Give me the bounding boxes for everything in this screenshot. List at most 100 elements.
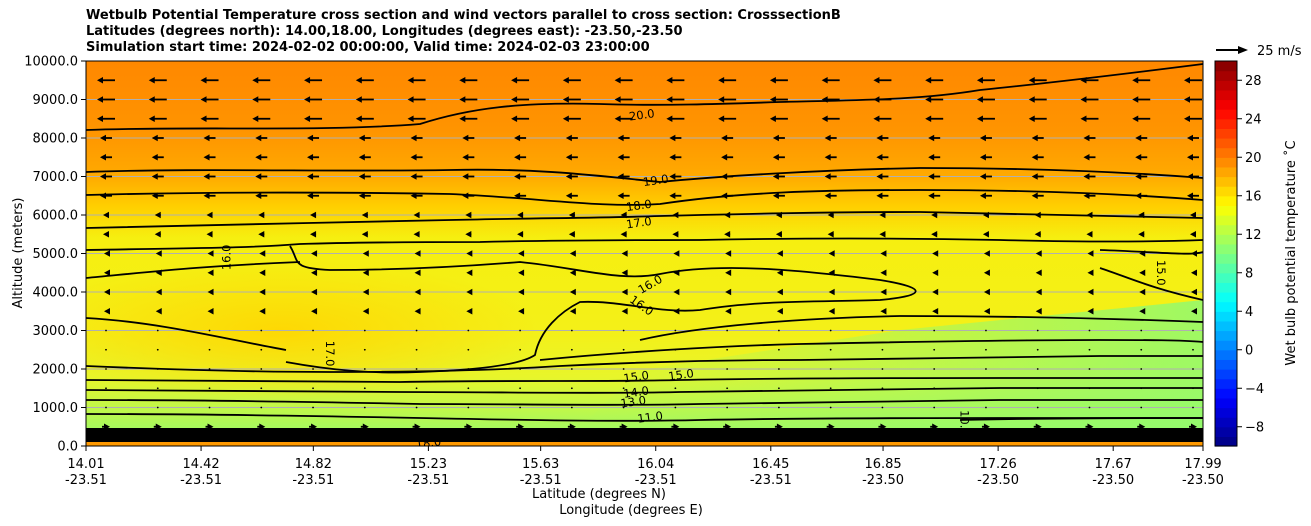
wind-vector — [674, 368, 677, 370]
contour-label: 16.0 — [219, 245, 233, 271]
wind-vector — [829, 348, 832, 351]
colorbar-segment — [1215, 417, 1237, 428]
wind-vector-head — [666, 115, 673, 122]
wind-vector-head — [568, 231, 575, 238]
wind-vector-head — [672, 231, 679, 238]
wind-vector-head — [1028, 96, 1035, 103]
wind-vector — [570, 329, 573, 332]
wind-vector-head — [614, 77, 621, 84]
wind-vector — [467, 406, 470, 409]
wind-vector-head — [769, 96, 776, 103]
wind-vector — [1192, 329, 1194, 332]
wind-vector-head — [361, 211, 368, 219]
wind-vector-head — [772, 173, 779, 180]
contour-lines — [86, 63, 1203, 422]
wind-vector — [208, 368, 211, 370]
wind-vector — [1036, 387, 1039, 390]
wind-vector-head — [876, 154, 883, 161]
wind-vector — [726, 348, 729, 351]
wind-vector-head — [459, 77, 466, 84]
contour-19 — [86, 167, 1203, 183]
wind-vector-head — [304, 96, 311, 103]
wind-vector-head — [252, 115, 259, 122]
wind-vector-head — [517, 211, 524, 219]
wind-vector-head — [466, 269, 473, 276]
wind-vector-head — [518, 288, 525, 296]
wind-vector-head — [203, 192, 210, 199]
chart-title-line-3: Simulation start time: 2024-02-02 00:00:… — [86, 40, 650, 55]
y-axis-label: Altitude (meters) — [11, 198, 26, 309]
wind-vector-head — [1139, 269, 1146, 276]
wind-vector-head — [983, 250, 990, 257]
wind-vector-head — [1191, 250, 1197, 257]
wind-vector — [467, 329, 470, 332]
x-tick-label-lat: 16.85 — [864, 457, 901, 472]
wind-vector-head — [562, 96, 569, 103]
wind-vector — [105, 387, 107, 390]
wind-vector — [1140, 368, 1143, 370]
wind-vector — [985, 387, 987, 390]
wind-vector — [622, 387, 625, 390]
wind-vector-head — [459, 96, 466, 103]
wind-vector-head — [1132, 115, 1139, 122]
wind-vector — [674, 387, 677, 390]
wind-vector-head — [721, 192, 728, 199]
x-tick-label-lon: -23.51 — [407, 473, 449, 488]
contour-label: 19.0 — [642, 172, 669, 189]
wind-vector-head — [1028, 77, 1035, 84]
wind-vector-head — [876, 173, 883, 180]
wind-vector — [622, 406, 625, 409]
x-tick-label-lat: 15.23 — [410, 457, 447, 472]
wind-vector-head — [203, 173, 210, 180]
wind-vector-head — [725, 308, 732, 315]
colorbar-tick-label: 24 — [1245, 112, 1262, 127]
contour-16-upper-left — [86, 261, 301, 279]
wind-vector-head — [100, 192, 106, 199]
wind-vector — [156, 329, 159, 332]
wind-vector-head — [1132, 77, 1139, 84]
wind-vector-head — [1035, 308, 1042, 315]
wind-vector — [260, 406, 263, 409]
wind-vector-head — [206, 211, 213, 219]
colorbar-tick-label: 12 — [1245, 228, 1262, 243]
wind-vector — [570, 387, 573, 390]
wind-vector-head — [772, 154, 779, 161]
wind-vector-head — [97, 115, 103, 122]
y-tick-label: 3000.0 — [33, 324, 79, 339]
wind-vector-head — [154, 231, 161, 238]
wind-vector-head — [1187, 173, 1193, 180]
contour-17 — [86, 211, 1203, 229]
colorbar-segment — [1215, 224, 1237, 235]
contour-labels: 20.019.018.017.016.016.016.015.017.015.0… — [219, 106, 1168, 446]
wind-vector — [985, 406, 987, 409]
wind-vector-head — [928, 192, 935, 199]
wind-vector-head — [362, 308, 369, 315]
x-tick-label-lon: -23.50 — [1092, 473, 1134, 488]
x-tick-label-lat: 17.26 — [980, 457, 1017, 472]
colorbar-segment — [1215, 330, 1237, 341]
wind-vector-head — [928, 134, 935, 142]
colorbar-tick-label: 4 — [1245, 305, 1253, 320]
wind-vector-head — [824, 192, 831, 199]
wind-vector-head — [414, 308, 421, 315]
wind-vector-head — [97, 77, 103, 84]
wind-vector-head — [252, 96, 259, 103]
wind-vector-head — [1139, 250, 1146, 257]
wind-vector-head — [776, 269, 783, 276]
wind-vector — [1088, 406, 1091, 409]
wind-vector-head — [983, 269, 990, 276]
wind-vector-head — [932, 250, 939, 257]
wind-vector-head — [932, 308, 939, 315]
wind-vector-head — [148, 115, 155, 122]
contour-label: 11.0 — [636, 408, 663, 425]
x-tick-label-lon: -23.50 — [1182, 473, 1224, 488]
wind-vector — [622, 329, 625, 332]
wind-vector-head — [407, 115, 414, 122]
wind-vector — [778, 348, 780, 351]
wind-vector-head — [827, 211, 834, 219]
wind-vector-head — [569, 269, 576, 276]
wind-vector-head — [514, 134, 521, 142]
wind-vector — [363, 348, 366, 351]
colorbar-segment — [1215, 378, 1237, 389]
wind-vector-head — [466, 288, 473, 296]
